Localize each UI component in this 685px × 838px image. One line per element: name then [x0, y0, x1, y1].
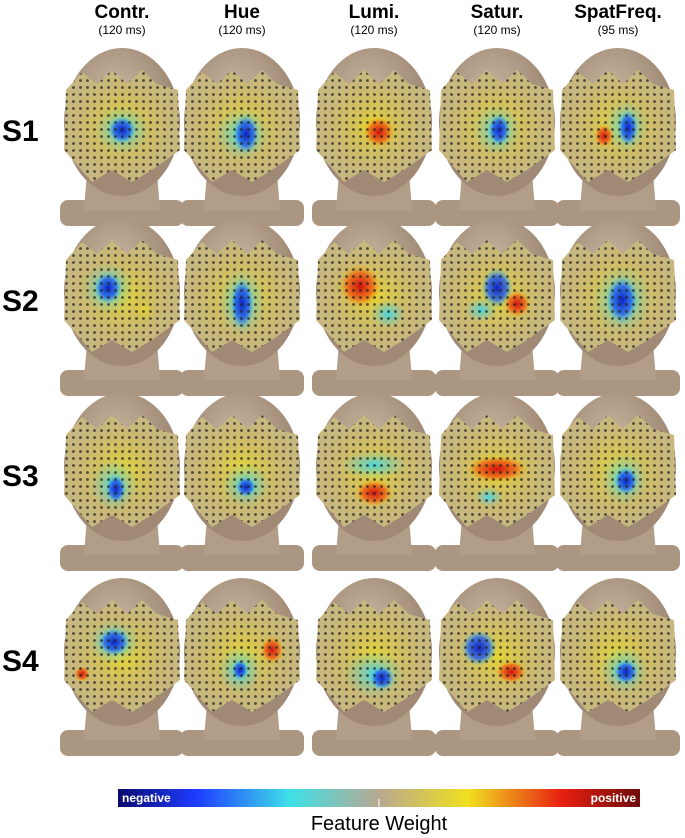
- column-time: (120 ms): [473, 23, 520, 37]
- head-map: [312, 578, 436, 756]
- head-map: [556, 578, 680, 756]
- column-time: (120 ms): [350, 23, 397, 37]
- cap: [316, 600, 432, 712]
- cap: [184, 600, 300, 712]
- electrode-dots: [184, 240, 300, 352]
- head-map: [180, 578, 304, 756]
- cap: [560, 600, 676, 712]
- cap: [64, 240, 180, 352]
- column-label: Contr.: [95, 2, 150, 23]
- electrode-dots: [316, 600, 432, 712]
- row-label: S4: [2, 645, 39, 678]
- cap: [439, 415, 555, 527]
- column-label: Hue: [224, 2, 260, 23]
- electrode-dots: [560, 240, 676, 352]
- column-label: Lumi.: [349, 2, 400, 23]
- electrode-dots: [560, 600, 676, 712]
- column-time: (120 ms): [218, 23, 265, 37]
- electrode-dots: [184, 600, 300, 712]
- head-map: [556, 393, 680, 571]
- cap: [64, 415, 180, 527]
- electrode-dots: [64, 600, 180, 712]
- electrode-dots: [184, 415, 300, 527]
- electrode-dots: [316, 70, 432, 182]
- head-map: [312, 218, 436, 396]
- electrode-dots: [439, 600, 555, 712]
- head-map: [312, 393, 436, 571]
- head-map: [180, 48, 304, 226]
- colorbar-low-label: negative: [122, 791, 171, 805]
- cap: [560, 70, 676, 182]
- colorbar: [118, 789, 640, 807]
- column-headers: Contr.(120 ms)Hue(120 ms)Lumi.(120 ms)Sa…: [2, 2, 662, 678]
- cap: [316, 415, 432, 527]
- row-label: S2: [2, 285, 39, 318]
- cap: [184, 415, 300, 527]
- cap: [64, 70, 180, 182]
- row-label: S3: [2, 460, 39, 493]
- head-map: [180, 218, 304, 396]
- column-time: (120 ms): [98, 23, 145, 37]
- head-map: [435, 218, 559, 396]
- electrode-dots: [64, 415, 180, 527]
- electrode-dots: [184, 70, 300, 182]
- head-map: [556, 48, 680, 226]
- head-maps: [60, 48, 680, 756]
- cap: [439, 240, 555, 352]
- electrode-dots: [64, 240, 180, 352]
- cap: [184, 70, 300, 182]
- head-map: [60, 578, 184, 756]
- electrode-dots: [439, 240, 555, 352]
- cap: [316, 70, 432, 182]
- cap: [316, 240, 432, 352]
- electrode-dots: [560, 70, 676, 182]
- electrode-dots: [439, 70, 555, 182]
- column-time: (95 ms): [598, 23, 639, 37]
- column-label: SpatFreq.: [574, 2, 662, 23]
- electrode-dots: [439, 415, 555, 527]
- cap: [560, 415, 676, 527]
- electrode-dots: [560, 415, 676, 527]
- cap: [439, 600, 555, 712]
- colorbar-high-label: positive: [591, 791, 637, 805]
- head-map: [180, 393, 304, 571]
- electrode-dots: [316, 415, 432, 527]
- head-map: [435, 48, 559, 226]
- cap: [64, 600, 180, 712]
- head-map: [435, 578, 559, 756]
- cap: [439, 70, 555, 182]
- colorbar-title: Feature Weight: [311, 813, 448, 835]
- electrode-dots: [64, 70, 180, 182]
- column-label: Satur.: [471, 2, 524, 23]
- cap: [560, 240, 676, 352]
- head-map: [435, 393, 559, 571]
- electrode-dots: [316, 240, 432, 352]
- row-label: S1: [2, 115, 39, 148]
- cap: [184, 240, 300, 352]
- head-map: [556, 218, 680, 396]
- head-map: [60, 393, 184, 571]
- head-map: [60, 48, 184, 226]
- head-map: [312, 48, 436, 226]
- head-map: [60, 218, 184, 396]
